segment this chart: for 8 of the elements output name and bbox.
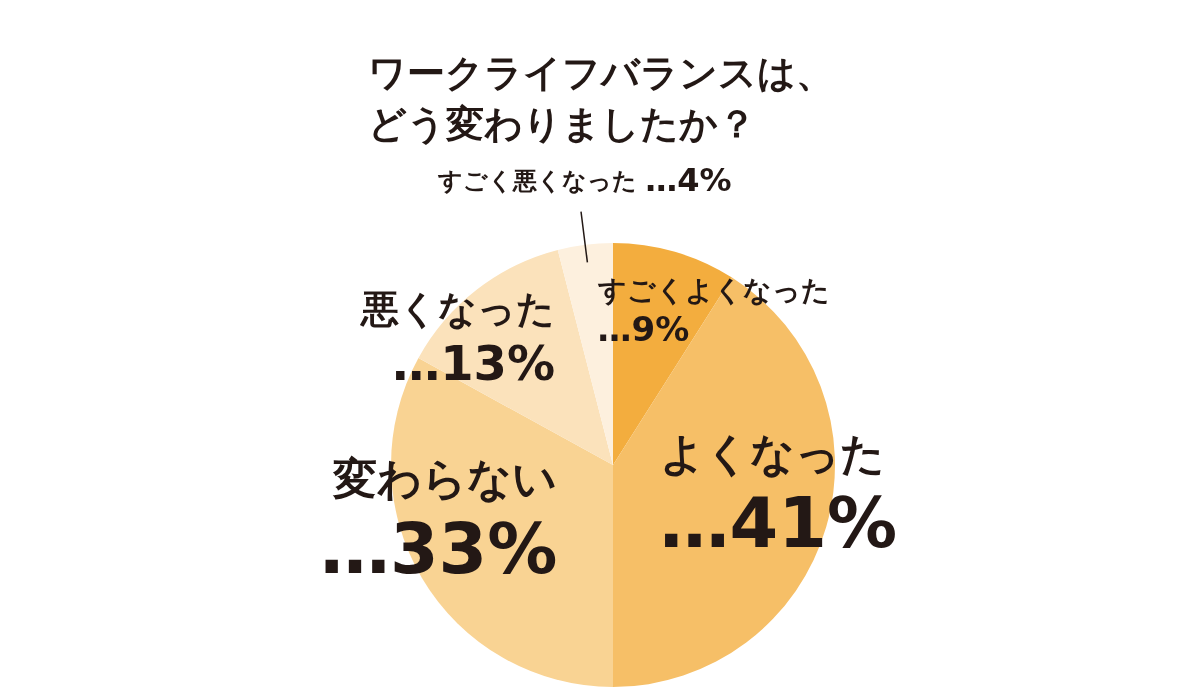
- slice-label: よくなった: [659, 427, 885, 479]
- slice-label: 悪くなった: [359, 287, 556, 332]
- slice-label: すごく悪くなった: [436, 167, 646, 196]
- chart-title: ワークライフバランスは、どう変わりましたか？: [368, 50, 835, 149]
- data-label: …13%: [392, 334, 556, 391]
- data-label: …33%: [319, 507, 558, 590]
- data-label: …4%: [645, 161, 732, 200]
- slice-label: 変わらない: [332, 453, 558, 505]
